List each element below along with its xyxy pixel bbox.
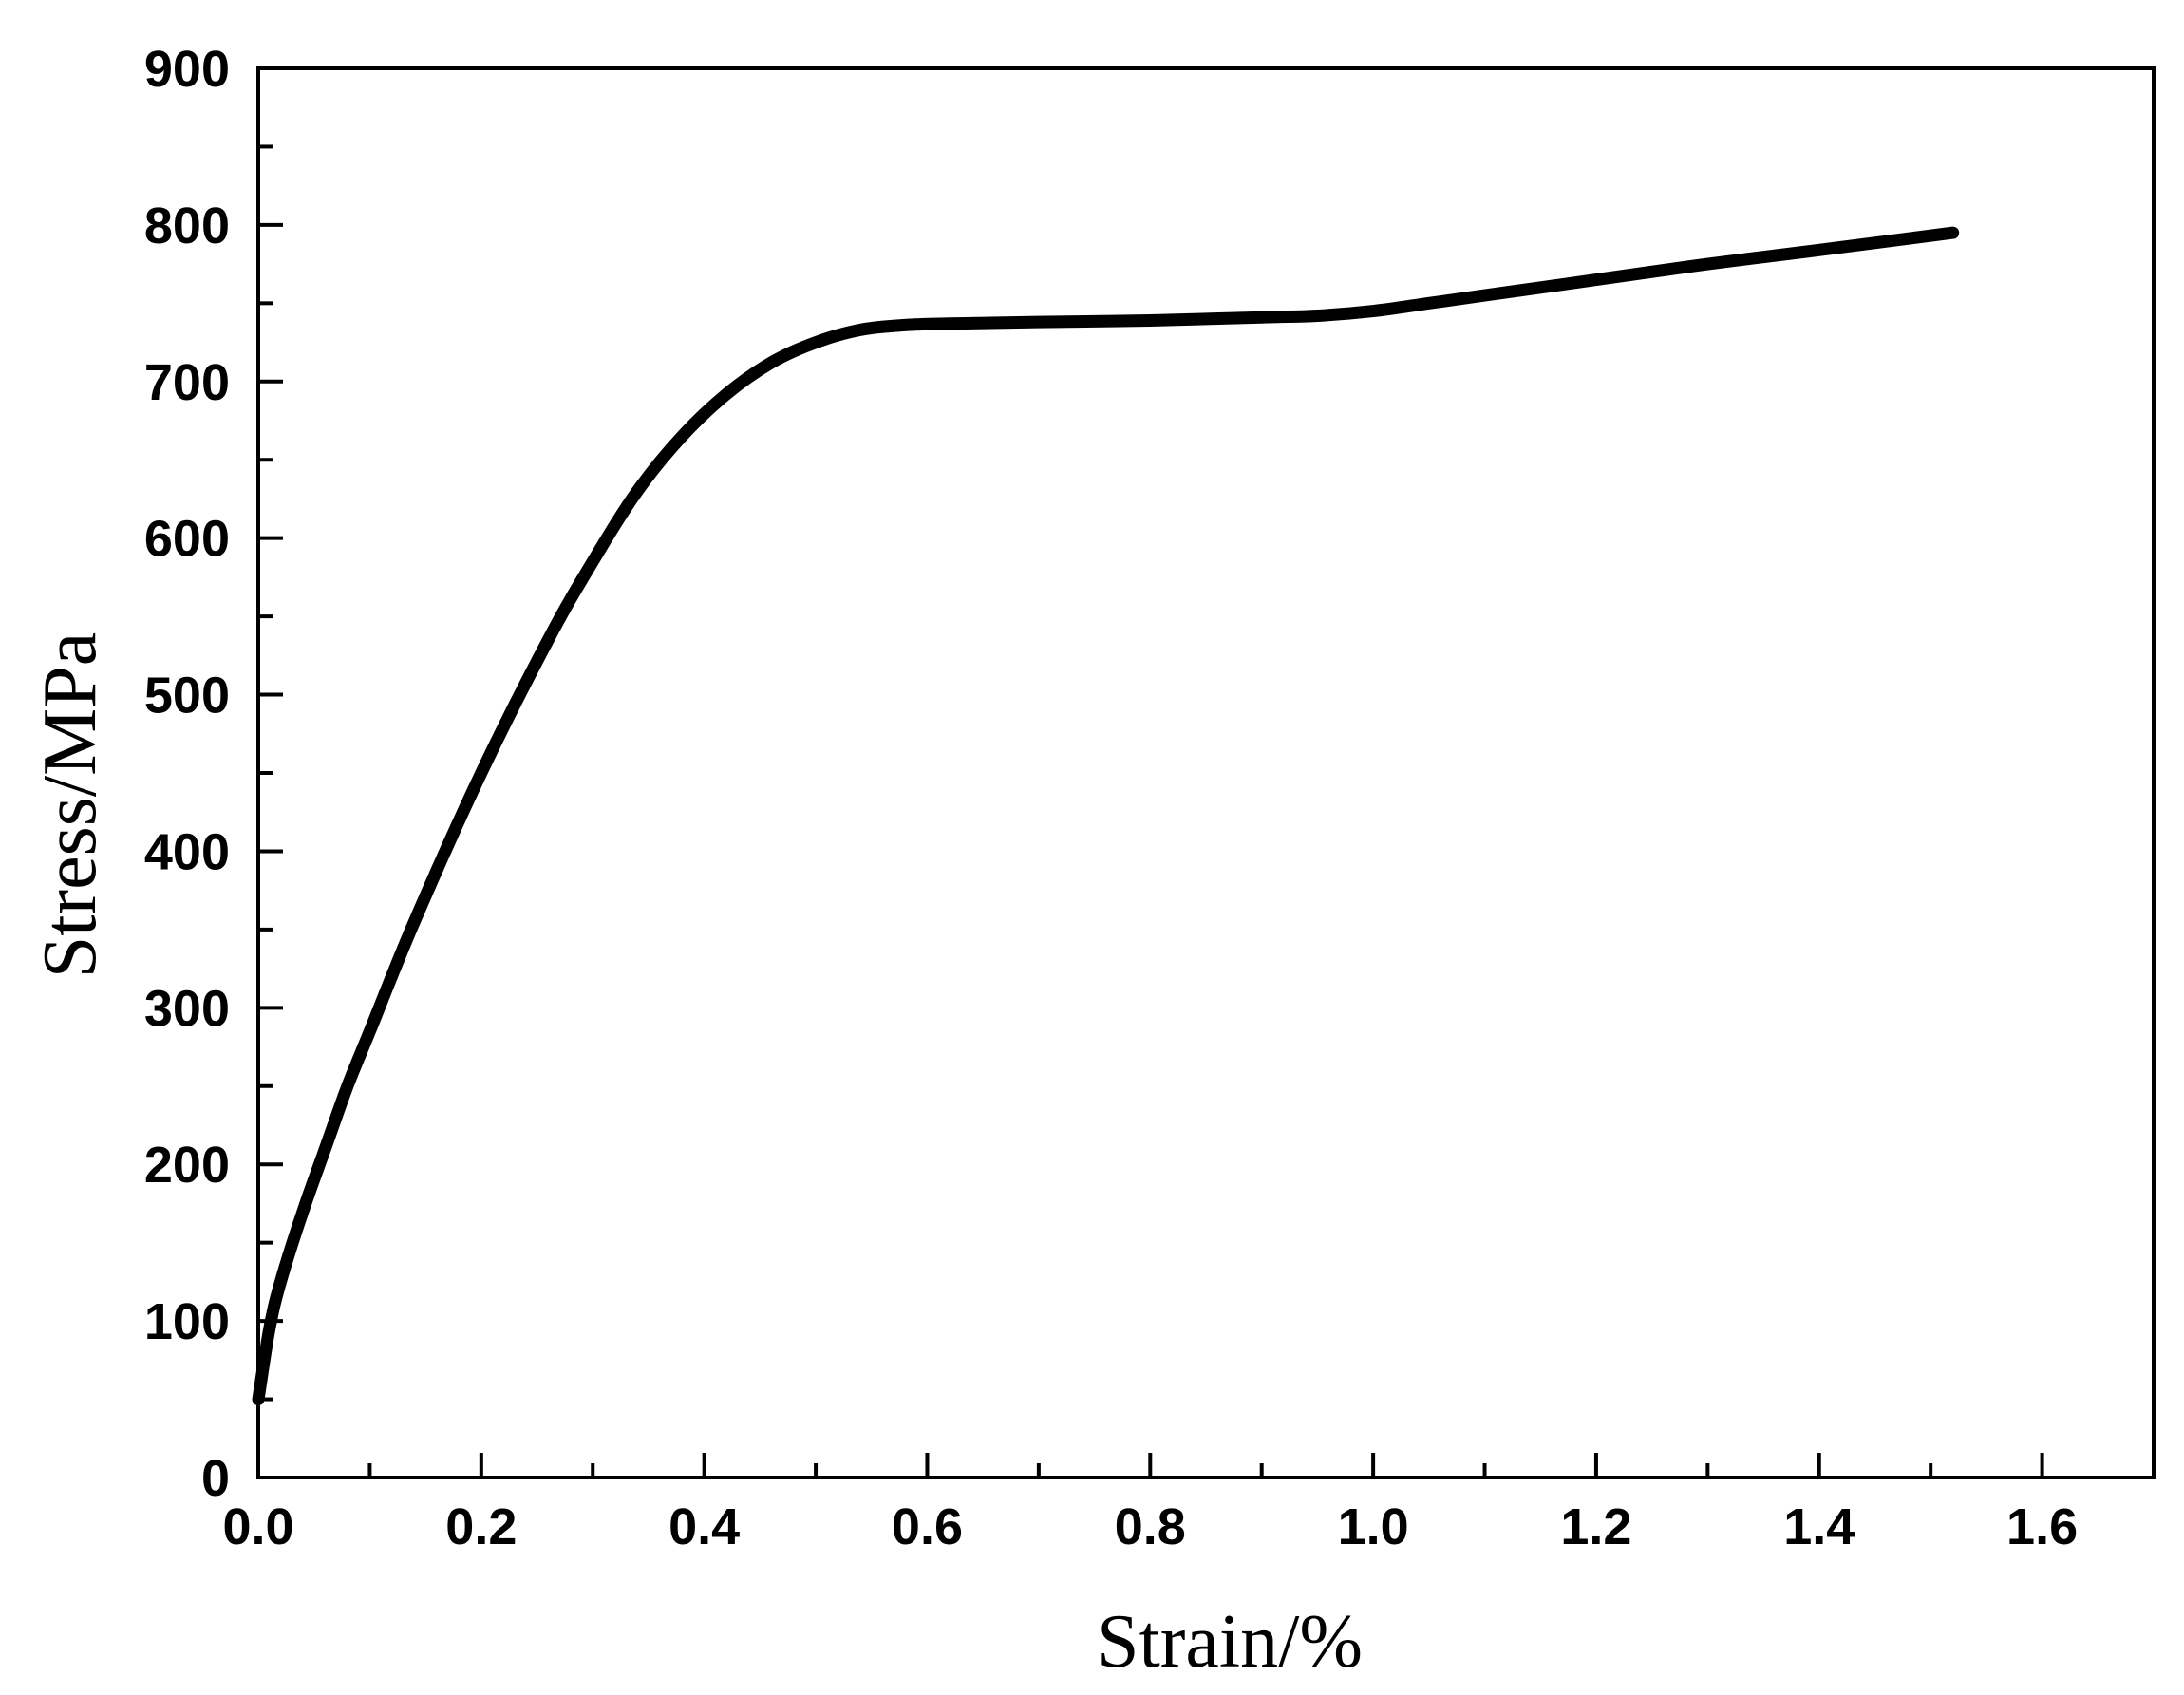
x-tick-label: 1.2	[1560, 1498, 1631, 1555]
stress-strain-curve	[252, 226, 1960, 1406]
y-tick-label: 100	[144, 1293, 230, 1350]
x-tick-label: 0.8	[1115, 1498, 1186, 1555]
x-tick-label: 1.0	[1338, 1498, 1409, 1555]
y-tick-label: 200	[144, 1137, 230, 1194]
plot-frame	[256, 66, 2156, 1479]
y-tick-label: 900	[144, 41, 230, 98]
y-tick-label: 400	[144, 823, 230, 880]
x-tick-label: 0.0	[222, 1498, 293, 1555]
x-tick-label: 1.4	[1783, 1498, 1855, 1555]
y-tick-label: 800	[144, 198, 230, 254]
x-tick-label: 0.2	[445, 1498, 517, 1555]
y-tick-label: 700	[144, 354, 230, 411]
y-tick-label: 300	[144, 980, 230, 1037]
x-tick-label: 1.6	[2006, 1498, 2078, 1555]
y-axis-title: Stress/MPa	[28, 632, 112, 979]
x-axis-title: Strain/%	[1097, 1600, 1363, 1684]
y-tick-label: 0	[201, 1450, 230, 1507]
y-tick-label: 600	[144, 511, 230, 568]
x-tick-label: 0.6	[892, 1498, 963, 1555]
x-tick-label: 0.4	[668, 1498, 740, 1555]
y-tick-label: 500	[144, 668, 230, 725]
